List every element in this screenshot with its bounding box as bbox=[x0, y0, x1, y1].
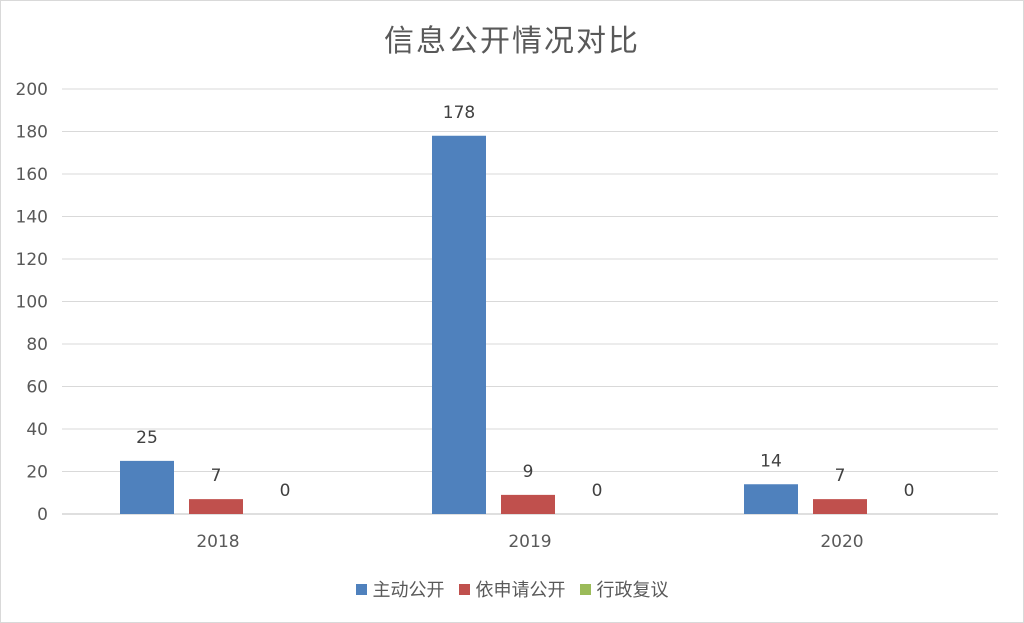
bar bbox=[432, 135, 486, 514]
legend-item: 行政复议 bbox=[579, 576, 669, 602]
data-label: 178 bbox=[443, 103, 475, 123]
chart-title: 信息公开情况对比 bbox=[384, 24, 640, 59]
data-label: 0 bbox=[904, 481, 915, 501]
y-tick-label: 160 bbox=[16, 165, 48, 185]
gridlines bbox=[62, 88, 998, 515]
y-tick-label: 140 bbox=[16, 208, 48, 228]
legend-label: 主动公开 bbox=[372, 580, 445, 601]
y-tick-label: 200 bbox=[16, 80, 48, 100]
y-tick-label: 20 bbox=[26, 463, 48, 483]
x-tick-label: 2018 bbox=[196, 532, 239, 552]
x-axis-ticks: 2018 2019 2020 bbox=[196, 532, 863, 552]
bar bbox=[501, 494, 555, 514]
data-label: 0 bbox=[280, 481, 291, 501]
y-axis-ticks: 0 20 40 60 80 100 120 140 160 180 200 bbox=[16, 80, 48, 525]
legend-swatch bbox=[355, 583, 367, 595]
legend-swatch bbox=[458, 583, 470, 595]
y-tick-label: 40 bbox=[26, 420, 48, 440]
bar bbox=[120, 460, 174, 514]
y-tick-label: 60 bbox=[26, 378, 48, 398]
data-label: 9 bbox=[523, 462, 534, 482]
data-label: 7 bbox=[835, 466, 846, 486]
x-tick-label: 2019 bbox=[508, 532, 551, 552]
legend-swatch bbox=[579, 583, 591, 595]
data-labels: 25 7 0 178 9 0 14 7 0 bbox=[136, 103, 914, 501]
legend-item: 依申请公开 bbox=[458, 576, 566, 602]
legend-item: 主动公开 bbox=[355, 576, 445, 602]
legend-label: 依申请公开 bbox=[475, 580, 566, 601]
data-label: 14 bbox=[760, 451, 782, 471]
bar bbox=[189, 499, 243, 514]
bars bbox=[120, 135, 867, 514]
y-tick-label: 0 bbox=[37, 505, 48, 525]
legend-label: 行政复议 bbox=[596, 580, 669, 601]
legend: 主动公开 依申请公开 行政复议 bbox=[0, 576, 1024, 602]
data-label: 7 bbox=[211, 466, 222, 486]
data-label: 0 bbox=[592, 481, 603, 501]
x-tick-label: 2020 bbox=[820, 532, 863, 552]
y-tick-label: 80 bbox=[26, 335, 48, 355]
bar bbox=[813, 499, 867, 514]
bar bbox=[744, 484, 798, 514]
y-tick-label: 100 bbox=[16, 293, 48, 313]
y-tick-label: 120 bbox=[16, 250, 48, 270]
y-tick-label: 180 bbox=[16, 123, 48, 143]
data-label: 25 bbox=[136, 428, 158, 448]
